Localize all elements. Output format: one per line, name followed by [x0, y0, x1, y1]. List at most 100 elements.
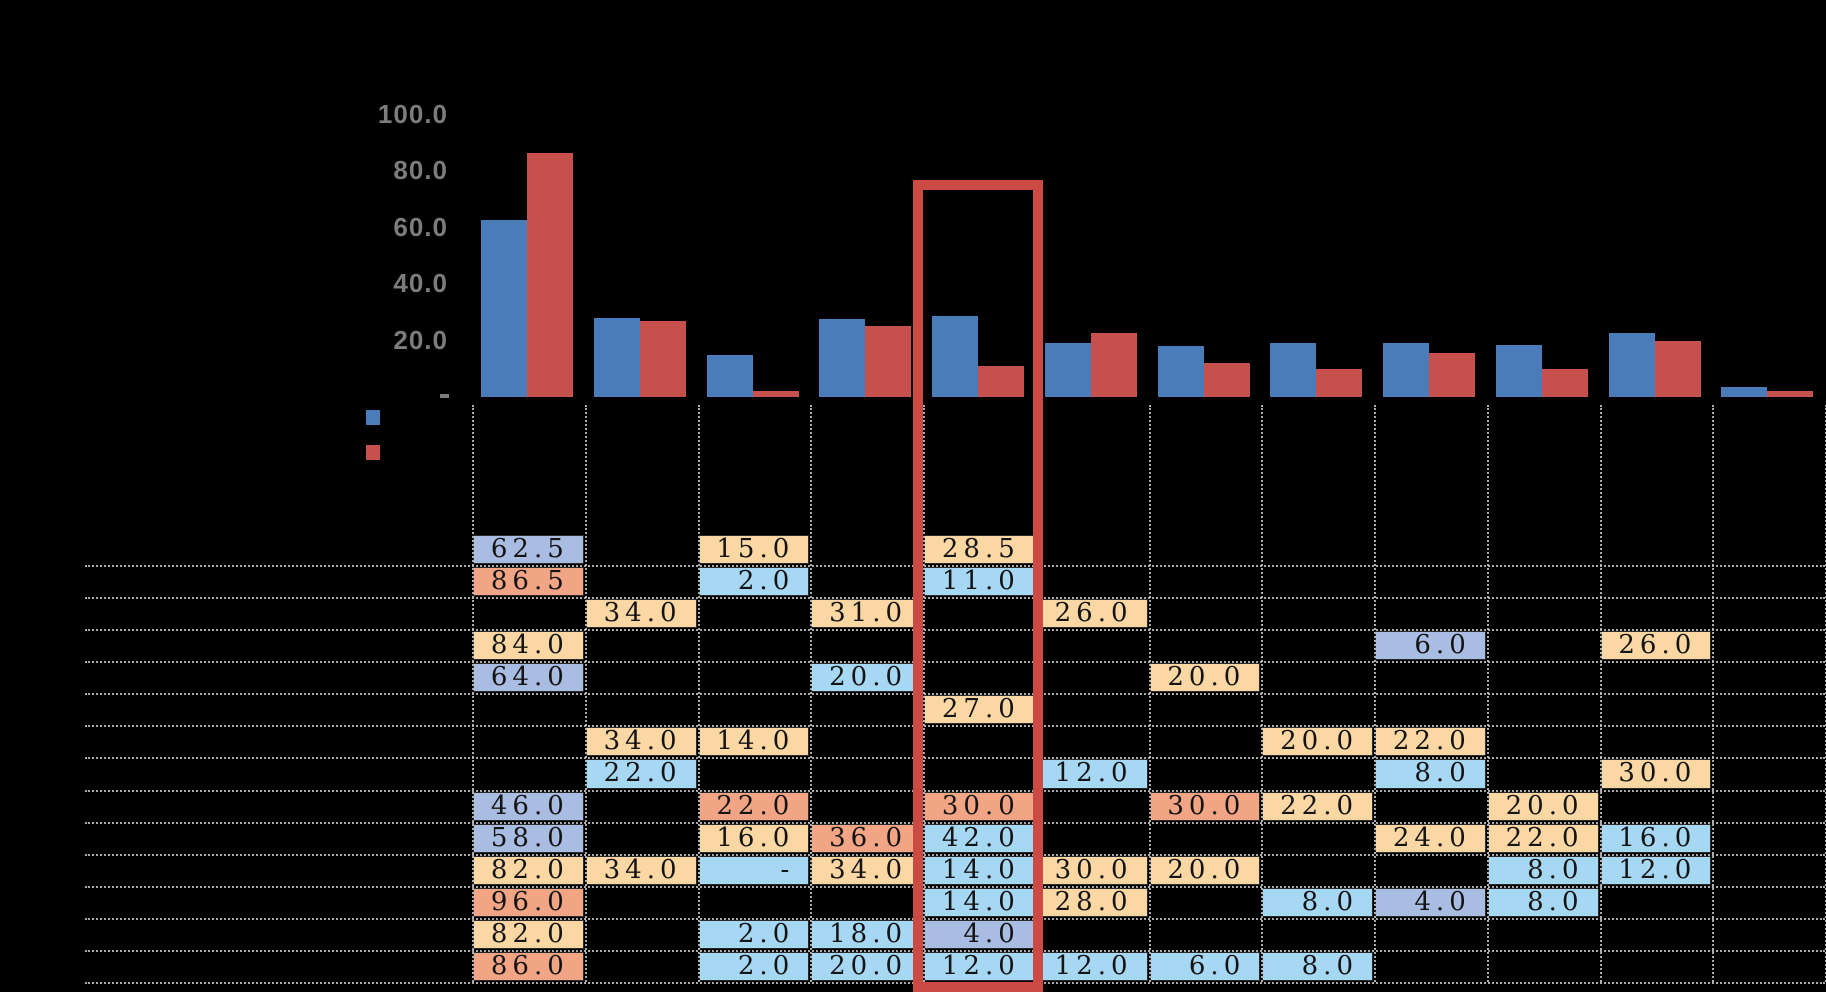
table-cell: 2.0: [698, 951, 810, 981]
bar-series-red-cat6: [1090, 333, 1137, 397]
bar-series-blue-cat8: [1270, 343, 1317, 397]
table-cell: 26.0: [1600, 631, 1712, 661]
table-cell: 36.0: [811, 823, 922, 853]
y-axis-zero-tick: [440, 394, 449, 398]
table-horizontal-gridline: [85, 597, 1825, 600]
table-cell: 14.0: [924, 855, 1035, 885]
table-cell: 58.0: [473, 823, 584, 853]
table-cell: 28.0: [1036, 887, 1148, 917]
bar-series-blue-cat10: [1495, 344, 1542, 397]
table-cell: 6.0: [1375, 631, 1486, 661]
bar-series-blue-cat1: [481, 220, 527, 397]
table-horizontal-gridline: [85, 821, 1825, 824]
y-axis-tick-label: 60.0: [393, 211, 448, 242]
table-cell: 15.0: [698, 535, 810, 565]
table-cell: 82.0: [473, 919, 584, 949]
table-cell: 64.0: [473, 663, 584, 693]
table-cell: 22.0: [1262, 791, 1373, 821]
table-cell: 8.0: [1375, 759, 1486, 789]
table-cell: 14.0: [698, 727, 810, 757]
table-cell: 86.0: [473, 951, 584, 981]
table-cell: 22.0: [698, 791, 810, 821]
table-cell: 22.0: [1487, 823, 1599, 853]
table-cell: 8.0: [1487, 887, 1599, 917]
blue-series-swatch: [366, 410, 380, 425]
bar-series-red-cat9: [1429, 353, 1475, 397]
table-cell: 20.0: [1149, 855, 1261, 885]
table-cell: 20.0: [1149, 663, 1261, 693]
bar-series-red-cat1: [527, 152, 573, 397]
table-horizontal-gridline: [85, 565, 1825, 568]
bar-series-blue-cat9: [1383, 343, 1429, 397]
y-axis-tick-label: 40.0: [393, 268, 448, 298]
table-cell: 16.0: [1600, 823, 1712, 853]
highlight-rectangle: [913, 180, 1043, 992]
table-cell: 20.0: [811, 951, 922, 981]
table-cell: 22.0: [1375, 727, 1486, 757]
table-cell: 30.0: [924, 791, 1035, 821]
table-cell: 20.0: [1262, 727, 1373, 757]
table-horizontal-gridline: [85, 885, 1825, 888]
bar-series-blue-cat2: [593, 317, 640, 397]
table-cell: 2.0: [698, 567, 810, 597]
table-cell: 14.0: [924, 887, 1035, 917]
table-horizontal-gridline: [85, 917, 1825, 920]
table-horizontal-gridline: [85, 693, 1825, 696]
table-cell: 12.0: [1036, 759, 1148, 789]
table-cell: 20.0: [1487, 791, 1599, 821]
table-cell: 86.5: [473, 567, 584, 597]
table-horizontal-gridline: [85, 725, 1825, 728]
table-cell: 2.0: [698, 919, 810, 949]
table-cell: 42.0: [924, 823, 1035, 853]
bar-series-blue-cat12: [1721, 387, 1768, 397]
bar-series-red-cat5: [978, 365, 1024, 397]
table-cell: 4.0: [1375, 887, 1486, 917]
bar-series-red-cat2: [639, 320, 686, 397]
table-cell: 34.0: [585, 727, 697, 757]
table-cell: 46.0: [473, 791, 584, 821]
y-axis-tick-label: 20.0: [393, 324, 448, 355]
bar-series-blue-cat6: [1044, 343, 1091, 397]
table-cell: 28.5: [924, 535, 1035, 565]
table-cell: 8.0: [1487, 855, 1599, 885]
y-axis-tick-label: 100.0: [377, 98, 448, 129]
bar-series-red-cat12: [1767, 391, 1814, 397]
table-cell: 84.0: [473, 631, 584, 661]
bar-series-red-cat3: [752, 391, 799, 397]
table-horizontal-gridline: [85, 757, 1825, 760]
bar-series-blue-cat3: [706, 354, 753, 397]
bar-series-blue-cat7: [1157, 346, 1204, 397]
table-cell: 30.0: [1600, 759, 1712, 789]
table-horizontal-gridline: [85, 949, 1825, 952]
table-cell: 24.0: [1375, 823, 1486, 853]
table-cell: 18.0: [811, 919, 922, 949]
table-cell: 12.0: [924, 951, 1035, 981]
table-cell: 8.0: [1262, 951, 1373, 981]
table-cell: 96.0: [473, 887, 584, 917]
table-cell: 34.0: [585, 599, 697, 629]
table-cell: 22.0: [585, 759, 697, 789]
table-cell: 30.0: [1036, 855, 1148, 885]
bar-series-red-cat11: [1654, 340, 1701, 397]
table-horizontal-gridline: [85, 661, 1825, 664]
bar-series-blue-cat4: [819, 319, 866, 397]
table-cell: 12.0: [1600, 855, 1712, 885]
table-cell: 82.0: [473, 855, 584, 885]
table-cell: 34.0: [585, 855, 697, 885]
table-cell: 16.0: [698, 823, 810, 853]
table-cell: 20.0: [811, 663, 922, 693]
table-cell: -: [698, 855, 810, 885]
bar-series-red-cat8: [1316, 368, 1363, 397]
table-cell: 62.5: [473, 535, 584, 565]
table-cell: 8.0: [1262, 887, 1373, 917]
red-series-swatch: [366, 445, 380, 460]
table-cell: 34.0: [811, 855, 922, 885]
bar-series-blue-cat11: [1608, 333, 1655, 397]
bar-series-red-cat4: [865, 326, 912, 397]
y-axis-tick-label: 80.0: [393, 155, 448, 185]
bar-series-red-cat7: [1203, 363, 1250, 397]
table-horizontal-gridline: [85, 629, 1825, 632]
table-cell: 30.0: [1149, 791, 1261, 821]
bar-series-blue-cat5: [932, 316, 978, 397]
